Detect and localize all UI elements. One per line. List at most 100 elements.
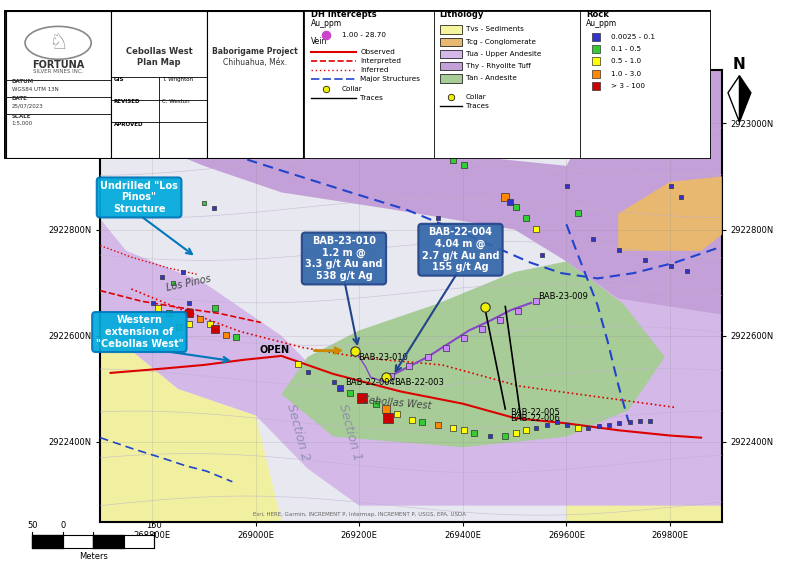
Text: Tan - Andesite: Tan - Andesite (466, 76, 517, 81)
Point (209, 304, 221, 313)
Point (343, 389, 356, 398)
Point (561, 181, 574, 190)
Point (219, 330, 232, 339)
Point (561, 420, 574, 430)
Point (571, 208, 584, 217)
Point (590, 32, 603, 42)
Point (530, 297, 543, 306)
Point (328, 378, 341, 387)
Text: Vein: Vein (311, 38, 328, 46)
Text: DATUM: DATUM (11, 79, 34, 84)
Text: Lithology: Lithology (439, 11, 484, 19)
Polygon shape (282, 261, 665, 447)
Point (613, 245, 626, 254)
FancyBboxPatch shape (207, 12, 303, 158)
Point (381, 413, 394, 423)
Point (193, 314, 206, 323)
Point (319, 84, 332, 94)
Point (530, 224, 543, 233)
Point (494, 315, 507, 325)
Point (484, 431, 496, 440)
Point (509, 203, 522, 212)
Point (644, 416, 657, 425)
Text: Rock: Rock (586, 11, 610, 19)
Polygon shape (100, 325, 282, 522)
Point (530, 423, 543, 432)
Point (406, 415, 419, 424)
Text: 0.5 - 1.0: 0.5 - 1.0 (611, 59, 641, 64)
Point (571, 423, 584, 432)
Point (147, 298, 160, 308)
Point (476, 325, 488, 334)
Point (292, 359, 305, 369)
Text: 0.0025 - 0.1: 0.0025 - 0.1 (611, 34, 654, 40)
Text: REVISED: REVISED (114, 100, 140, 104)
Text: 1:5,000: 1:5,000 (11, 121, 33, 126)
Point (403, 362, 416, 371)
Text: 25/07/2023: 25/07/2023 (11, 103, 43, 108)
Point (209, 325, 221, 334)
FancyBboxPatch shape (4, 10, 305, 159)
Text: 0.1 - 0.5: 0.1 - 0.5 (611, 46, 641, 52)
Text: N: N (733, 57, 746, 72)
Text: BAB-22-003: BAB-22-003 (395, 377, 444, 387)
Point (478, 302, 491, 311)
Point (520, 213, 533, 223)
Text: Western
extension of
"Cebollas West": Western extension of "Cebollas West" (95, 315, 183, 349)
Point (183, 319, 196, 329)
Text: Thy - Rhyolite Tuff: Thy - Rhyolite Tuff (466, 63, 531, 69)
Point (390, 410, 403, 419)
Point (512, 306, 525, 315)
Point (349, 346, 362, 355)
Text: BAB-22-005: BAB-22-005 (510, 408, 561, 417)
Point (166, 278, 179, 287)
Point (431, 420, 444, 430)
Point (468, 428, 480, 438)
Point (379, 373, 392, 382)
Text: T. Wrighton: T. Wrighton (162, 77, 193, 82)
Point (319, 30, 332, 40)
Bar (439, 62, 462, 70)
Point (590, 45, 603, 54)
Text: Au_ppm: Au_ppm (311, 19, 342, 28)
Polygon shape (739, 76, 751, 122)
Text: Tcg - Conglomerate: Tcg - Conglomerate (466, 39, 536, 45)
Text: Tvs - Sediments: Tvs - Sediments (466, 26, 524, 32)
Text: 1.0 - 3.0: 1.0 - 3.0 (611, 71, 641, 77)
Point (457, 333, 470, 343)
Text: SCALE: SCALE (11, 114, 31, 118)
Point (665, 181, 678, 190)
Point (623, 418, 636, 427)
Text: Cebollas West: Cebollas West (362, 395, 431, 411)
Point (333, 383, 346, 393)
Point (152, 304, 164, 313)
Bar (439, 25, 462, 33)
Point (535, 250, 548, 260)
Point (439, 343, 452, 352)
Text: Observed: Observed (360, 49, 395, 55)
Point (447, 423, 460, 432)
Point (302, 367, 315, 377)
Text: Undrilled "Los
Pinos"
Structure: Undrilled "Los Pinos" Structure (100, 181, 178, 214)
Point (613, 418, 626, 428)
Point (638, 255, 651, 265)
Point (499, 192, 512, 202)
Text: Section 1: Section 1 (336, 402, 363, 462)
Text: WGS84 UTM 13N: WGS84 UTM 13N (11, 87, 59, 91)
Point (499, 431, 512, 440)
Point (675, 192, 688, 202)
Point (504, 197, 516, 207)
Point (355, 394, 368, 403)
Text: OPEN: OPEN (259, 345, 290, 355)
Polygon shape (100, 70, 722, 315)
Point (457, 160, 470, 169)
Point (590, 57, 603, 66)
Text: 50: 50 (27, 521, 38, 530)
Text: Collar: Collar (342, 86, 363, 92)
Text: Au_ppm: Au_ppm (586, 19, 618, 28)
Text: BAB-22-004: BAB-22-004 (345, 377, 395, 387)
Point (176, 267, 189, 277)
Text: DATE: DATE (11, 96, 27, 101)
Point (183, 309, 196, 318)
Point (602, 420, 615, 430)
